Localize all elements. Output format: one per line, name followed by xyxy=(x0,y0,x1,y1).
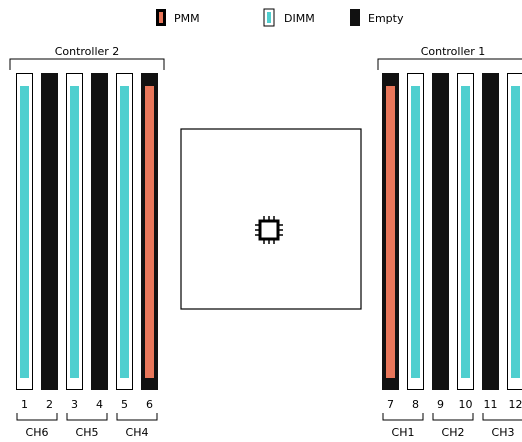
channel-bracket xyxy=(116,413,158,421)
dimm-slot xyxy=(432,73,449,390)
cpu-socket-outline xyxy=(180,128,362,310)
slot-empty xyxy=(482,73,499,390)
channel-label: CH3 xyxy=(492,426,515,439)
channel-label: CH4 xyxy=(126,426,149,439)
channel-label: CH5 xyxy=(76,426,99,439)
slot-number: 9 xyxy=(437,398,444,411)
slot-dimm-module xyxy=(461,86,470,378)
slot-numbers: 1 2 3 4 5 6 7 8 9 10 11 12 xyxy=(21,398,522,411)
slot-pmm-module xyxy=(386,86,395,378)
channel-bracket xyxy=(66,413,108,421)
slot-empty xyxy=(41,73,58,390)
dimm-slot xyxy=(66,73,83,390)
dimm-slot xyxy=(141,73,158,390)
channel-bracket xyxy=(16,413,58,421)
dimm-slot xyxy=(382,73,399,390)
channel-label: CH1 xyxy=(392,426,415,439)
cpu-socket xyxy=(180,128,362,310)
legend-empty-swatch xyxy=(350,9,360,26)
dimm-slots xyxy=(16,73,522,390)
dimm-slot xyxy=(457,73,474,390)
slot-number: 5 xyxy=(121,398,128,411)
controller-2-label: Controller 2 xyxy=(55,45,120,58)
legend-item-pmm: PMM xyxy=(156,9,200,26)
controller-1-bracket: Controller 1 xyxy=(377,45,522,70)
dimm-slot xyxy=(41,73,58,390)
slot-dimm-module xyxy=(120,86,129,378)
slot-number: 12 xyxy=(509,398,522,411)
slot-number: 11 xyxy=(484,398,498,411)
dimm-slot xyxy=(482,73,499,390)
slot-dimm-module xyxy=(70,86,79,378)
slot-number: 1 xyxy=(21,398,28,411)
slot-empty xyxy=(91,73,108,390)
slot-number: 3 xyxy=(71,398,78,411)
slot-number: 2 xyxy=(46,398,53,411)
slot-pmm-module xyxy=(145,86,154,378)
dimm-slot xyxy=(116,73,133,390)
slot-number: 10 xyxy=(459,398,473,411)
channel-label: CH2 xyxy=(442,426,465,439)
slot-dimm-module xyxy=(20,86,29,378)
channel-bracket xyxy=(432,413,474,421)
legend-item-empty: Empty xyxy=(350,9,404,26)
dimm-slot xyxy=(507,73,522,390)
slot-dimm-module xyxy=(511,86,520,378)
slot-number: 8 xyxy=(412,398,419,411)
slot-number: 6 xyxy=(146,398,153,411)
legend-pmm-label: PMM xyxy=(174,12,200,25)
legend: PMM DIMM Empty xyxy=(156,8,404,27)
slot-number: 7 xyxy=(387,398,394,411)
channel-label: CH6 xyxy=(26,426,49,439)
controller-2-bracket: Controller 2 xyxy=(9,45,165,70)
controller-1-label: Controller 1 xyxy=(421,45,486,58)
channel-bracket xyxy=(382,413,424,421)
channel-bracket xyxy=(482,413,522,421)
slot-number: 4 xyxy=(96,398,103,411)
legend-dimm-label: DIMM xyxy=(284,12,315,25)
channel-brackets: CH6 CH5 CH4 CH1 CH2 CH3 xyxy=(16,413,522,439)
cpu-chip-icon xyxy=(255,216,283,244)
slot-empty xyxy=(432,73,449,390)
legend-empty-label: Empty xyxy=(368,12,404,25)
legend-item-dimm: DIMM xyxy=(263,8,315,27)
dimm-slot xyxy=(91,73,108,390)
slot-dimm-module xyxy=(411,86,420,378)
dimm-slot xyxy=(16,73,33,390)
dimm-slot xyxy=(407,73,424,390)
